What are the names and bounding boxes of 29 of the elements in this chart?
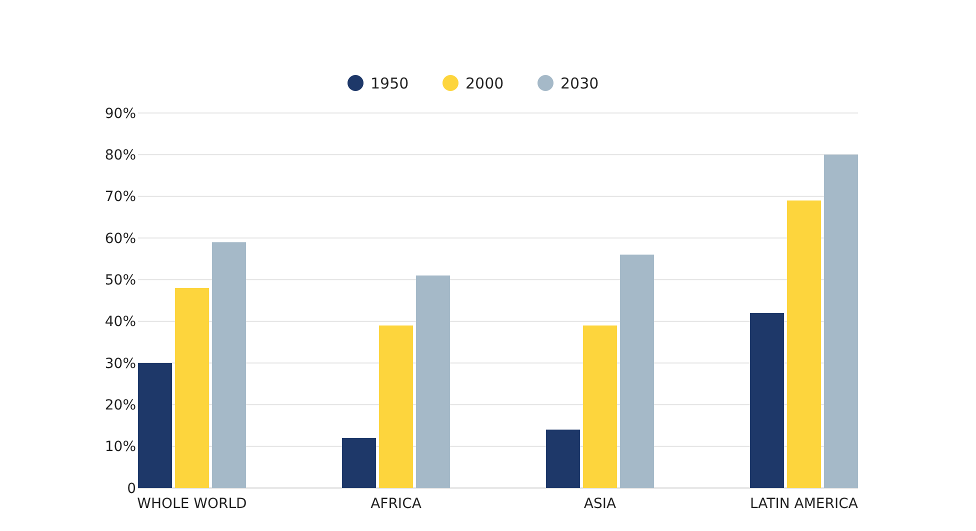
y-tick-label: 70% bbox=[104, 189, 136, 206]
bar bbox=[750, 313, 784, 488]
bar bbox=[620, 254, 654, 488]
x-tick-label: ASIA bbox=[584, 496, 617, 512]
y-tick-label: 30% bbox=[104, 356, 136, 372]
bar bbox=[416, 276, 450, 488]
bar bbox=[342, 438, 376, 488]
y-tick-label: 60% bbox=[104, 230, 136, 247]
x-tick-label: WHOLE WORLD bbox=[137, 496, 247, 512]
y-tick-label: 90% bbox=[104, 106, 136, 122]
y-tick-label: 50% bbox=[104, 272, 136, 289]
bar bbox=[212, 242, 246, 488]
bar bbox=[787, 200, 821, 488]
legend-label: 1950 bbox=[370, 74, 409, 92]
bar bbox=[175, 288, 209, 488]
y-tick-label: 80% bbox=[104, 148, 136, 164]
legend-label: 2030 bbox=[560, 74, 599, 92]
bar bbox=[138, 363, 172, 488]
x-tick-label: AFRICA bbox=[370, 496, 422, 512]
y-tick-label: 20% bbox=[104, 398, 136, 414]
bar bbox=[583, 326, 617, 488]
y-tick-label: 40% bbox=[104, 314, 136, 330]
legend-label: 2000 bbox=[466, 74, 504, 92]
bar bbox=[824, 154, 858, 488]
y-tick-label: 10% bbox=[104, 439, 136, 456]
y-tick-label: 0 bbox=[127, 480, 136, 497]
x-tick-label: LATIN AMERICA bbox=[750, 496, 858, 512]
bar bbox=[546, 430, 580, 488]
bar bbox=[379, 326, 413, 488]
